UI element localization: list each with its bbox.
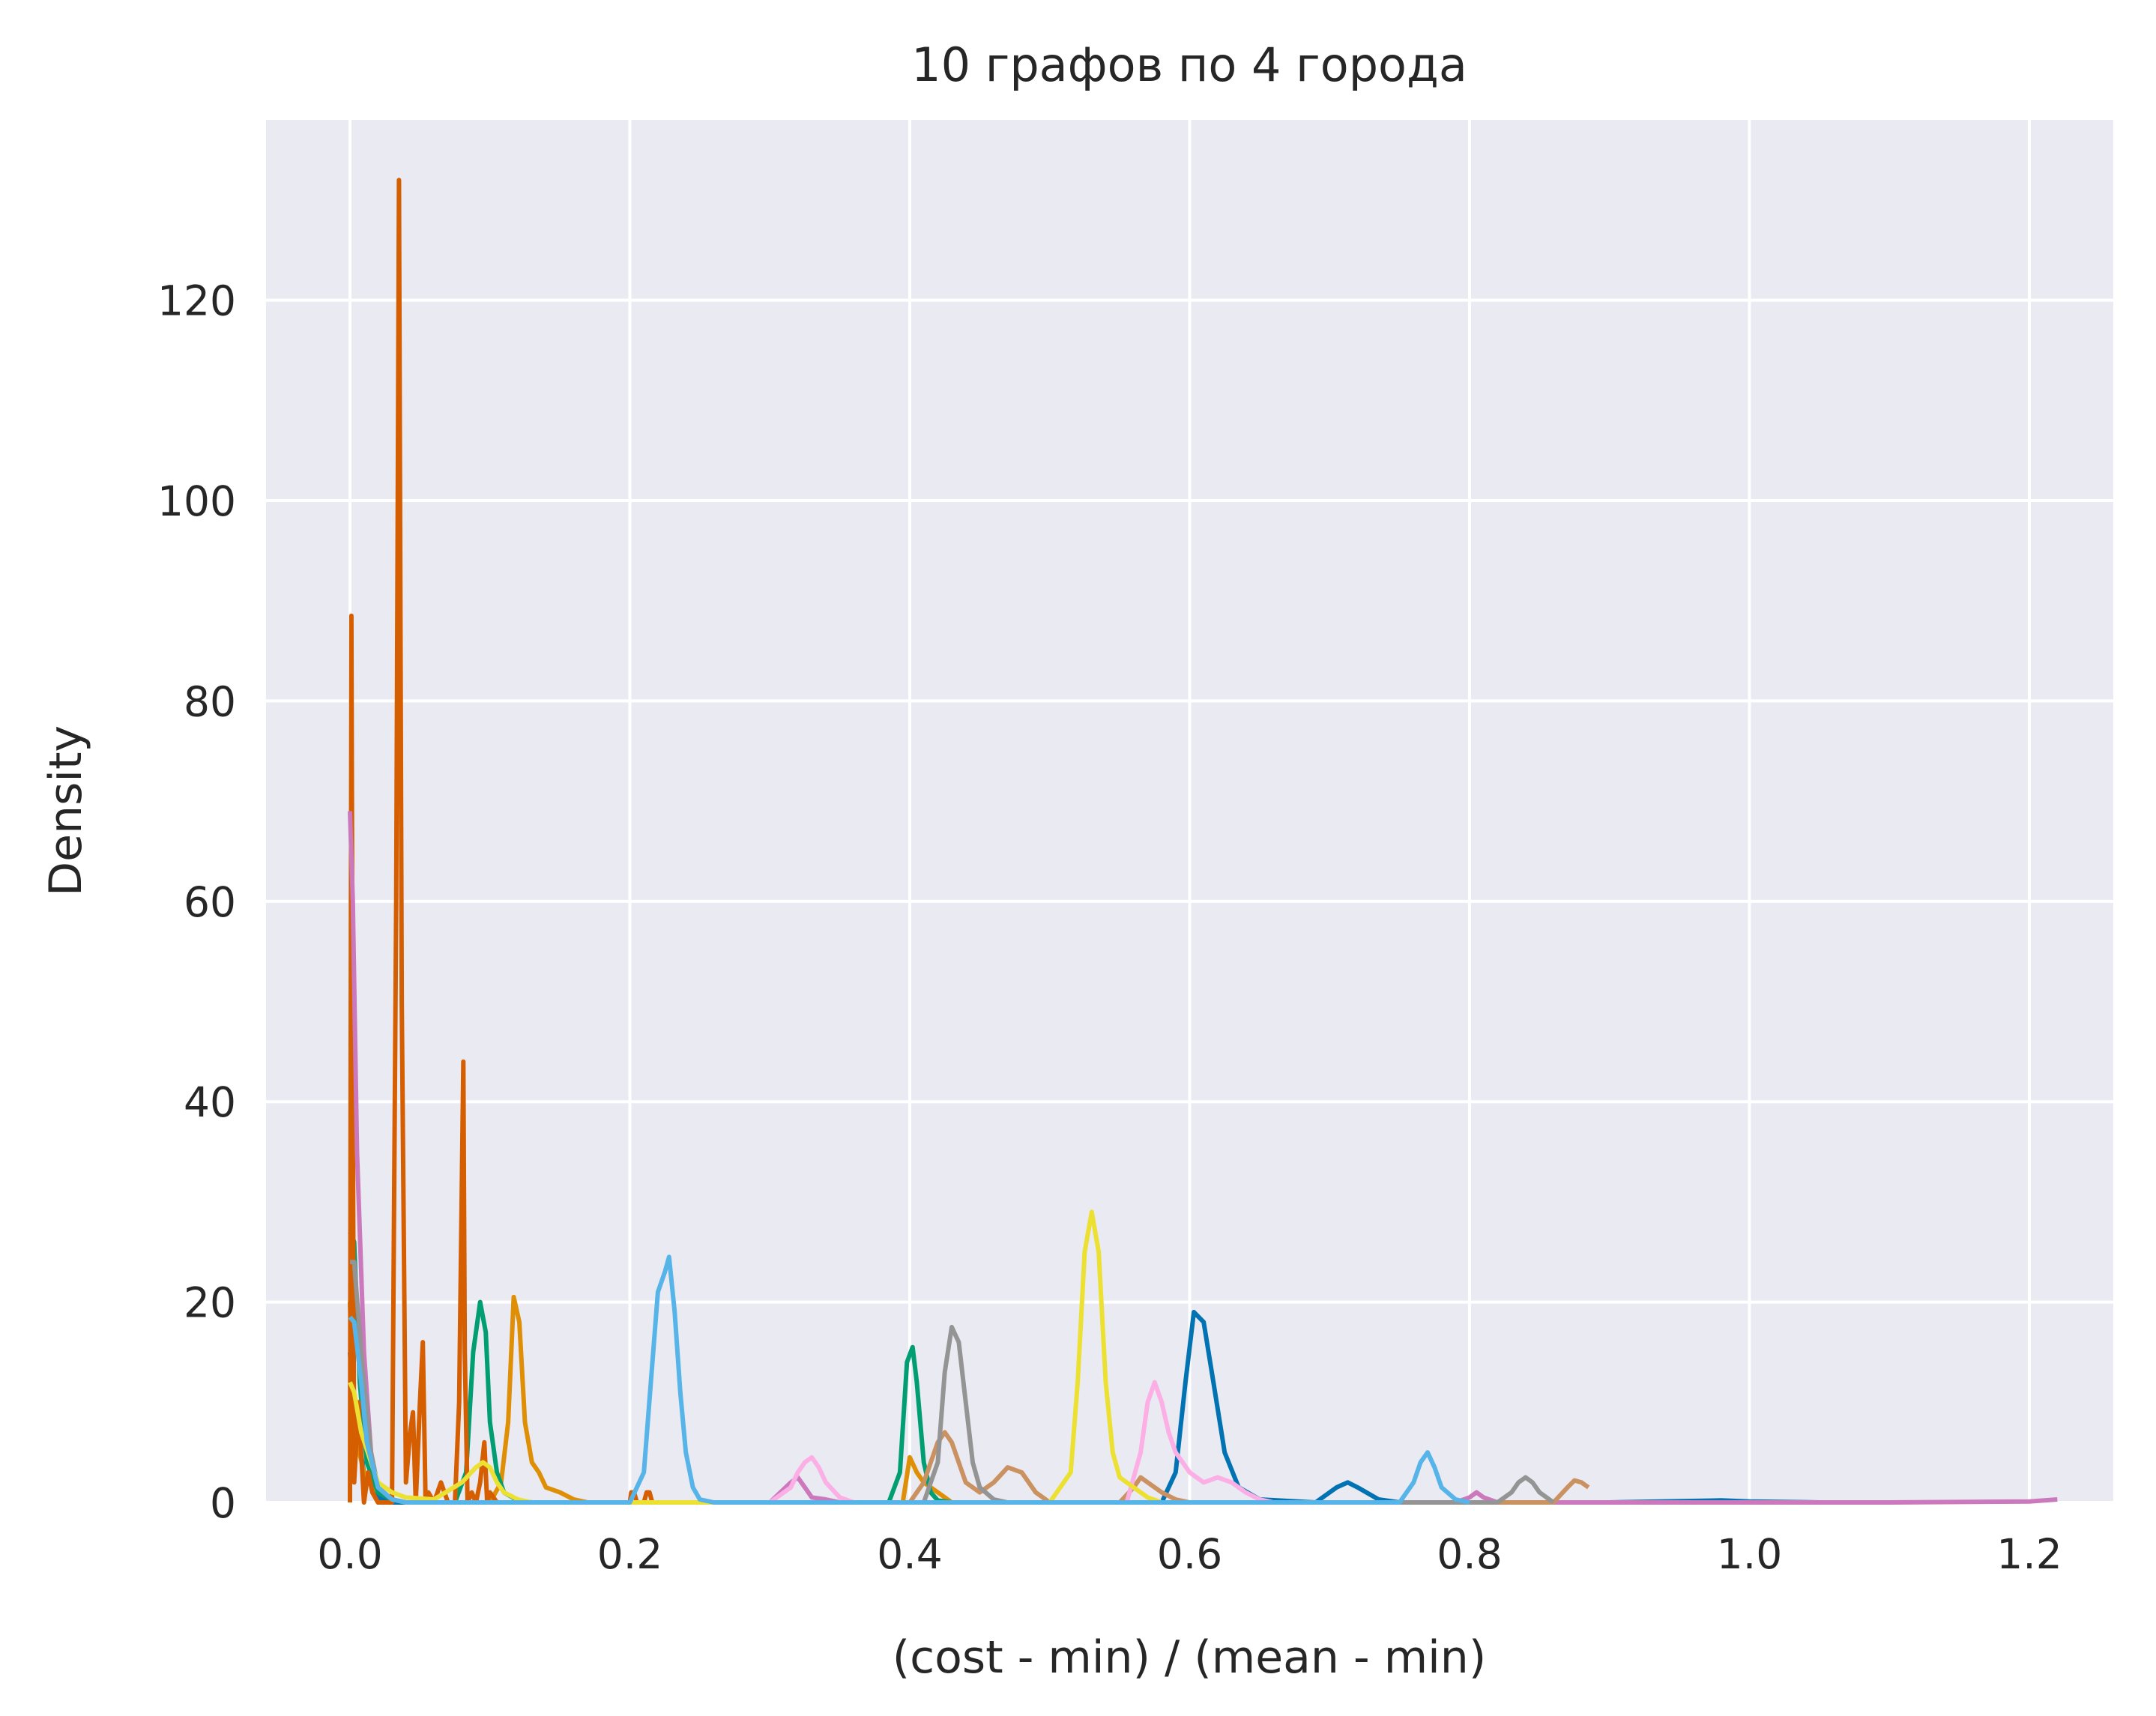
x-tick-label-6: 1.2 (1996, 1530, 2062, 1578)
x-tick-label-5: 1.0 (1717, 1530, 1782, 1578)
y-tick-label-4: 80 (184, 677, 236, 725)
y-tick-label-1: 20 (184, 1279, 236, 1327)
x-tick-label-2: 0.4 (877, 1530, 942, 1578)
y-tick-label-0: 0 (210, 1479, 236, 1527)
y-tick-label-6: 120 (157, 277, 236, 325)
y-tick-label-3: 60 (184, 878, 236, 926)
x-tick-label-4: 0.8 (1437, 1530, 1502, 1578)
series-line-9 (348, 1254, 1470, 1505)
x-axis-label: (cost - min) / (mean - min) (893, 1631, 1487, 1684)
y-axis-label: Density (40, 725, 92, 896)
y-tick-label-5: 100 (157, 477, 236, 525)
y-tick-label-2: 40 (184, 1078, 236, 1126)
series-lines (348, 178, 2058, 1505)
series-line-6 (768, 1380, 1275, 1505)
chart-title: 10 графов по 4 города (911, 37, 1467, 92)
series-line-2 (348, 1230, 952, 1505)
x-tick-label-3: 0.6 (1157, 1530, 1222, 1578)
series-line-8 (348, 1209, 1163, 1505)
x-tick-label-0: 0.0 (317, 1530, 382, 1578)
x-tick-labels: 0.0 0.2 0.4 0.6 0.8 1.0 1.2 (317, 1530, 2062, 1578)
x-tick-label-1: 0.2 (597, 1530, 662, 1578)
y-tick-labels: 0 20 40 60 80 100 120 (157, 277, 236, 1527)
